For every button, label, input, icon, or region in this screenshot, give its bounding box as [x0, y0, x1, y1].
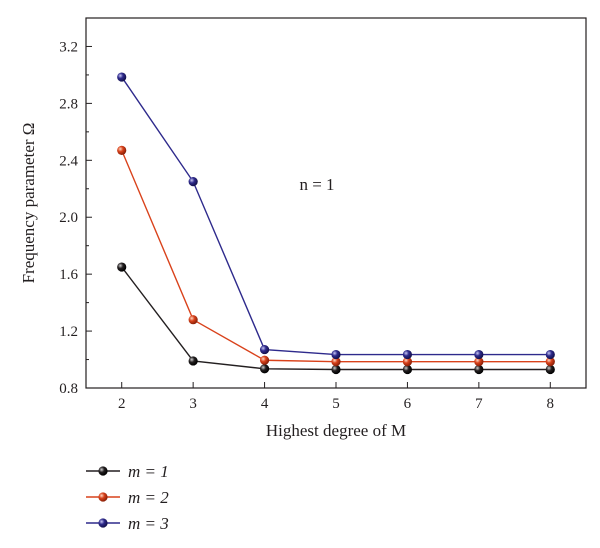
- legend-label-m3: m = 3: [128, 514, 169, 533]
- data-point-m3: [474, 349, 484, 360]
- series-line-m2: [121, 150, 551, 363]
- plot-frame: [85, 17, 587, 389]
- data-point-m1: [331, 364, 341, 375]
- data-point-m3: [402, 349, 413, 360]
- data-point-m3: [117, 72, 127, 82]
- series-lines: [121, 76, 551, 371]
- y-axis-label: Frequency parameter Ω: [19, 123, 38, 284]
- y-tick-label: 2.0: [59, 210, 78, 226]
- data-point-m3: [259, 344, 270, 355]
- y-tick-label: 1.6: [59, 267, 78, 283]
- data-point-m3: [331, 349, 341, 360]
- legend-label-m1: m = 1: [128, 462, 169, 481]
- axes: 2 3 4 5 6 7 8 0.8 1.2 1.6 2.0 2.4 2.8 3.2: [59, 39, 554, 412]
- legend-label-m2: m = 2: [128, 488, 169, 507]
- data-point-m1: [474, 364, 484, 375]
- data-point-m3: [188, 177, 198, 187]
- data-point-m1: [117, 262, 127, 272]
- data-point-m3: [545, 349, 555, 360]
- data-point-m2: [545, 357, 555, 367]
- x-tick-label: 2: [118, 396, 126, 412]
- y-tick-label: 0.8: [59, 381, 78, 397]
- x-tick-label: 3: [189, 396, 197, 412]
- legend-marker-m1: [98, 466, 108, 476]
- data-point-m2: [402, 357, 413, 367]
- y-tick-label: 1.2: [59, 324, 78, 340]
- x-tick-label: 4: [261, 396, 269, 412]
- x-axis-label: Highest degree of M: [266, 421, 406, 440]
- data-point-m1: [402, 364, 413, 375]
- y-tick-label: 2.4: [59, 153, 78, 169]
- data-point-m2: [474, 357, 484, 367]
- series-line-m3: [121, 76, 551, 356]
- data-point-m1: [545, 364, 555, 375]
- x-tick-label: 6: [404, 396, 412, 412]
- data-point-m2: [331, 357, 341, 367]
- annotation-n: n = 1: [299, 175, 334, 194]
- data-point-m2: [117, 145, 127, 155]
- y-tick-label: 2.8: [59, 96, 78, 112]
- legend: m = 1 m = 2 m = 3: [86, 462, 169, 533]
- data-point-m1: [259, 364, 270, 374]
- legend-marker-m2: [98, 492, 108, 502]
- series-markers: [117, 72, 555, 375]
- x-tick-label: 8: [547, 396, 555, 412]
- y-tick-label: 3.2: [59, 39, 78, 55]
- data-point-m2: [259, 355, 270, 365]
- x-tick-label: 7: [475, 396, 483, 412]
- data-point-m2: [188, 315, 198, 325]
- data-point-m1: [188, 356, 198, 366]
- x-tick-label: 5: [332, 396, 340, 412]
- legend-marker-m3: [98, 518, 108, 528]
